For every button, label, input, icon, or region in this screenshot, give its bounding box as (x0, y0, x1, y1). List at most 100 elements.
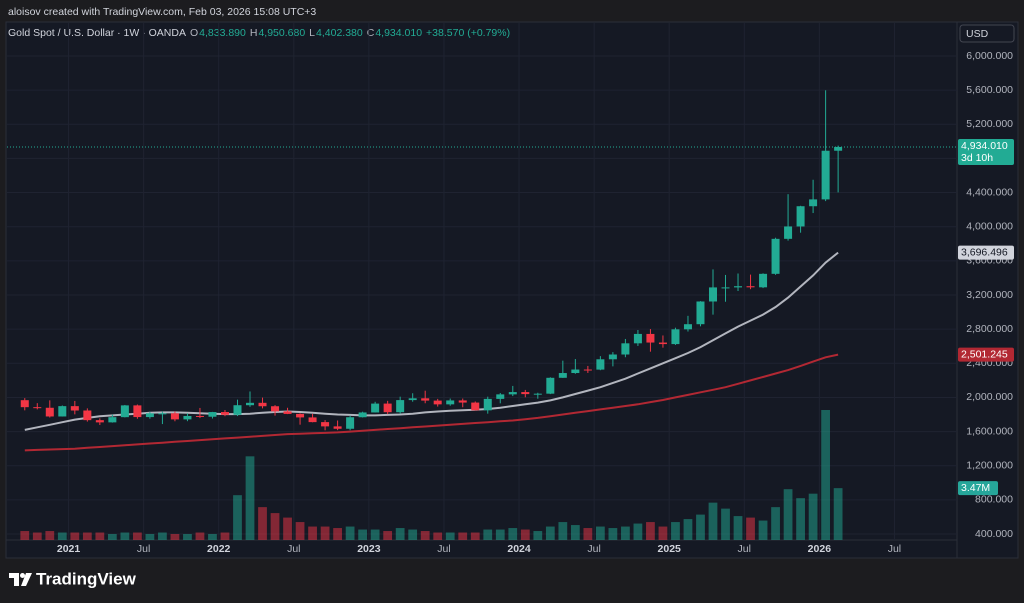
volume-bar (420, 531, 430, 540)
volume-bar (483, 529, 493, 540)
volume-bar (195, 532, 205, 540)
volume-bar (783, 489, 793, 540)
volume-bar (45, 531, 55, 540)
candle-body (558, 373, 567, 378)
volume-bar (170, 534, 180, 540)
volume-bar (721, 508, 730, 540)
volume-bar (220, 532, 230, 540)
legend-ohlc-value: 4,934.010 (375, 27, 422, 39)
volume-bar (683, 519, 693, 540)
volume-bar (458, 532, 468, 540)
candle-body (834, 146, 843, 151)
y-tick-label: 4,400.000 (966, 186, 1013, 198)
candle-body (108, 417, 117, 423)
candle-body (271, 406, 280, 412)
x-tick-label: Jul (888, 543, 901, 555)
candle-body (120, 405, 129, 418)
candle-body (621, 343, 630, 355)
volume-bar (183, 534, 192, 540)
y-tick-label: 400.000 (975, 528, 1013, 540)
legend-title: Gold Spot / U.S. Dollar · 1W · OANDA (8, 27, 186, 39)
candle-body (658, 342, 667, 345)
volume-bar (583, 528, 593, 540)
volume-bar (245, 456, 255, 540)
volume-bar (133, 532, 142, 540)
candle-body (33, 407, 42, 409)
volume-bar (233, 495, 242, 540)
ma-last-box (958, 347, 1014, 362)
volume-bar (295, 522, 305, 540)
candle-body (20, 400, 29, 408)
candle-body (383, 403, 392, 413)
y-tick-label: 1,600.000 (966, 425, 1013, 437)
volume-bar (320, 526, 330, 540)
candle-body (371, 403, 380, 413)
ma-last-box (958, 245, 1014, 260)
candle-body (646, 333, 655, 343)
ma-last-label: 3,696.496 (961, 246, 1008, 258)
volume-bar (333, 528, 342, 540)
candle-body (133, 405, 142, 418)
ma-last-label: 2,501.245 (961, 348, 1008, 360)
candle-body (321, 422, 330, 427)
candle-body (446, 400, 455, 405)
volume-bar (696, 514, 705, 540)
currency[interactable]: USD (966, 28, 989, 40)
candle-body (583, 369, 592, 371)
candle-body (170, 413, 179, 420)
candle-body (496, 394, 505, 399)
candle-body (433, 400, 442, 405)
volume-bar (82, 532, 92, 540)
volume-bar (408, 529, 418, 540)
y-tick-label: 2,800.000 (966, 323, 1013, 335)
candle-body (358, 412, 367, 418)
candle-body (521, 392, 530, 395)
candle-body (333, 426, 342, 429)
volume-bar (633, 523, 643, 540)
currency-button[interactable] (959, 24, 1015, 43)
y-tick-label: 5,600.000 (966, 84, 1013, 96)
candle-body (83, 410, 92, 421)
candle-body (671, 329, 680, 345)
candle-body (246, 402, 255, 406)
candle-body (771, 238, 780, 274)
volume-bar (208, 534, 217, 540)
x-tick-label: 2023 (357, 543, 381, 555)
candle-body (483, 398, 492, 411)
volume-bar (595, 526, 605, 540)
y-tick-label: 3,200.000 (966, 289, 1013, 301)
candle-body (734, 286, 743, 288)
legend-ohlc-letter: L (309, 27, 315, 39)
volume-bar (358, 529, 368, 540)
volume-bar (20, 531, 30, 540)
legend-change: +38.570 (+0.79%) (426, 27, 510, 39)
volume-bar (370, 529, 380, 540)
volume-bar (57, 532, 67, 540)
candle-body (571, 369, 580, 374)
volume-bar (533, 531, 543, 540)
candle-body (421, 398, 430, 401)
y-tick-label: 800.000 (975, 494, 1013, 506)
candle-body (746, 286, 755, 288)
candle-body (158, 413, 167, 415)
moving-average (24, 353, 839, 452)
volume-last-box (958, 481, 998, 496)
legend-ohlc-letter: O (190, 27, 198, 39)
candle-body (258, 402, 267, 407)
volume-bar (821, 410, 830, 540)
volume-bar (621, 526, 630, 540)
candle-body (683, 324, 692, 330)
volume-bar (833, 488, 843, 540)
candle-body (233, 405, 242, 415)
legend-ohlc-value: 4,950.680 (258, 27, 305, 39)
volume-bar (32, 532, 42, 540)
volume-bar (746, 517, 755, 540)
volume-bar (771, 507, 780, 540)
candle-body (708, 287, 717, 302)
volume-bar (508, 528, 518, 540)
legend-ohlc-letter: H (250, 27, 258, 39)
candle-body (283, 411, 292, 414)
candle-body (633, 333, 642, 344)
volume-bar (796, 498, 805, 540)
volume-bar (145, 534, 155, 540)
